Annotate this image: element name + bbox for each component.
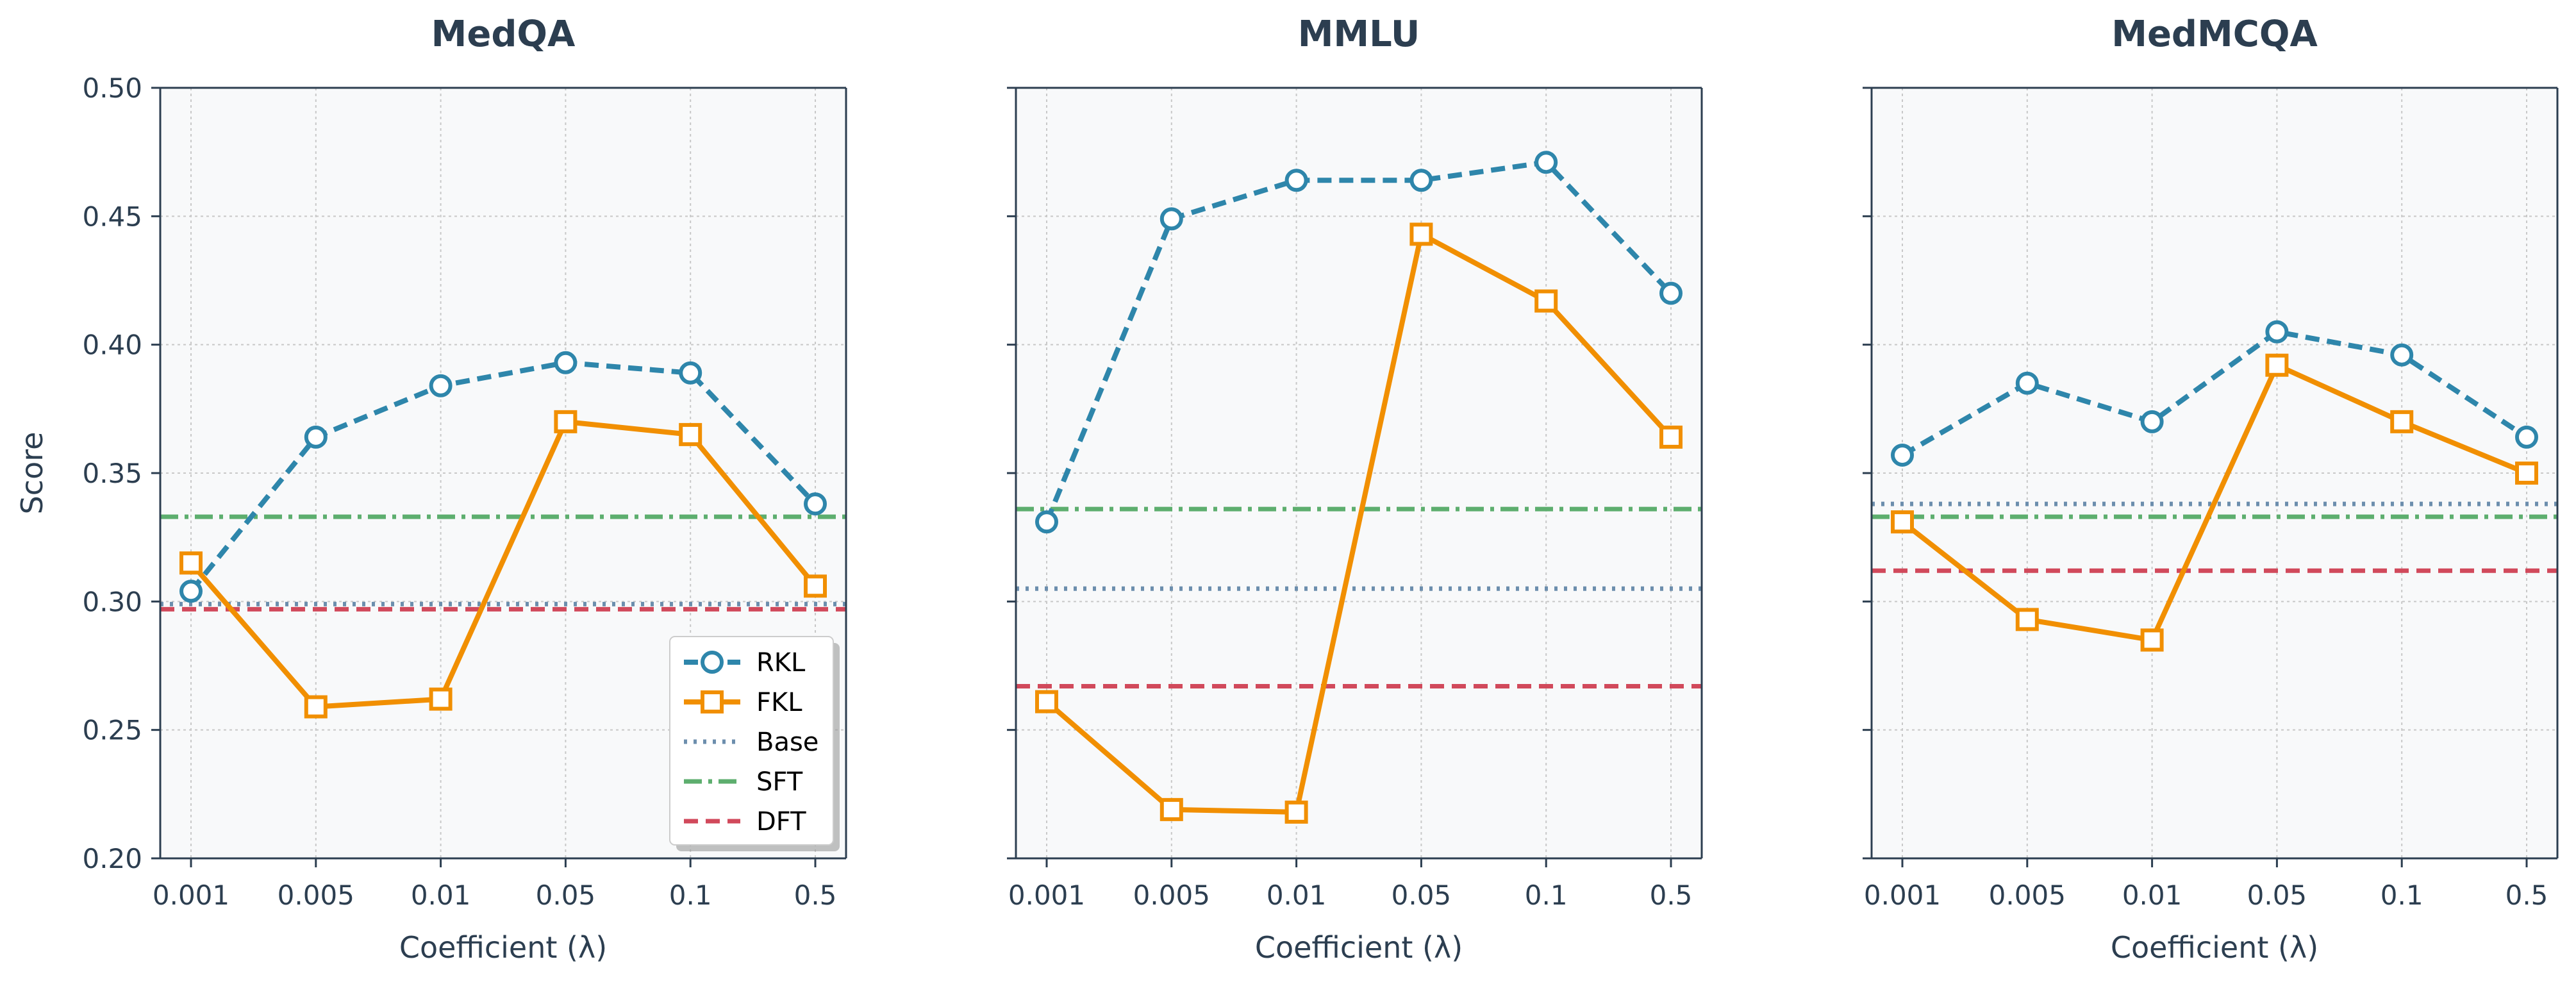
data-point-rkl (304, 425, 328, 449)
y-tick-label: 0.25 (82, 715, 142, 746)
panel-medqa: 0.20 0.25 0.30 0.35 0.40 0.45 0.50 0.001 0.005 0.… (15, 13, 847, 965)
data-point-fkl (1409, 222, 1433, 246)
data-point-fkl (2140, 628, 2164, 652)
data-point-rkl (1035, 510, 1058, 534)
data-point-fkl (804, 574, 827, 598)
data-point-fkl (1659, 425, 1683, 449)
data-point-rkl (429, 374, 453, 397)
x-tick-label: 0.005 (1133, 880, 1210, 911)
data-point-rkl (1891, 443, 1914, 467)
data-point-rkl (1409, 169, 1433, 192)
legend-label-rkl: RKL (756, 648, 806, 678)
data-point-fkl (1159, 797, 1183, 821)
series-line-rkl (1044, 160, 1673, 523)
x-tick-label: 0.5 (794, 880, 837, 911)
x-tick-label: 0.01 (411, 880, 471, 911)
data-point-rkl (2265, 320, 2289, 344)
data-point-rkl (179, 580, 203, 603)
legend-label-sft: SFT (756, 767, 803, 797)
x-tick-label: 0.001 (153, 880, 229, 911)
y-tick-label: 0.20 (82, 843, 142, 874)
legend: RKL FKL Base SFT DFT (669, 636, 840, 851)
x-axis-label: Coefficient (λ) (1255, 930, 1463, 965)
data-point-fkl (2515, 462, 2538, 485)
data-point-rkl (2515, 425, 2538, 449)
data-point-fkl (2390, 410, 2414, 433)
data-point-rkl (1159, 207, 1183, 231)
data-point-fkl (304, 695, 328, 719)
y-tick-label: 0.40 (82, 329, 142, 361)
data-point-fkl (1035, 690, 1058, 713)
panel-title: MedQA (431, 13, 576, 55)
data-point-fkl (2015, 608, 2039, 631)
x-axis-label: Coefficient (λ) (399, 930, 607, 965)
y-axis-label: Score (15, 432, 49, 515)
data-point-fkl (1284, 800, 1308, 824)
series-line-rkl (188, 360, 817, 593)
panel-title: MedMCQA (2111, 13, 2318, 55)
y-tick-label: 0.35 (82, 458, 142, 489)
data-point-rkl (804, 492, 827, 516)
data-point-rkl (1284, 169, 1308, 192)
x-tick-label: 0.001 (1864, 880, 1941, 911)
legend-marker-fkl (701, 690, 724, 713)
y-tick-label: 0.45 (82, 201, 142, 232)
x-tick-label: 0.5 (1650, 880, 1693, 911)
panel-title: MMLU (1298, 13, 1420, 55)
data-point-fkl (1534, 289, 1558, 313)
x-tick-label: 0.05 (536, 880, 596, 911)
panel-medmcqa: 0.001 0.005 0.01 0.05 0.1 0.5 MedMCQA Coefficie… (1863, 13, 2559, 965)
data-point-rkl (554, 351, 578, 374)
x-tick-label: 0.01 (2122, 880, 2182, 911)
x-tick-label: 0.005 (278, 880, 354, 911)
data-point-rkl (1659, 281, 1683, 305)
x-axis-label: Coefficient (λ) (2111, 930, 2318, 965)
data-point-rkl (679, 361, 702, 385)
x-tick-label: 0.1 (1525, 880, 1568, 911)
data-point-fkl (1891, 510, 1914, 534)
series-line-fkl (1900, 362, 2528, 643)
x-tick-label: 0.01 (1267, 880, 1327, 911)
x-tick-label: 0.05 (2247, 880, 2307, 911)
data-point-fkl (554, 410, 578, 433)
data-point-fkl (179, 551, 203, 575)
legend-label-fkl: FKL (756, 688, 802, 717)
data-point-rkl (1534, 151, 1558, 174)
data-point-fkl (2265, 353, 2289, 377)
x-tick-label: 0.05 (1392, 880, 1452, 911)
x-tick-label: 0.1 (669, 880, 712, 911)
panel-mmlu: 0.001 0.005 0.01 0.05 0.1 0.5 MMLU Coefficient … (1007, 13, 1703, 965)
legend-marker-rkl (701, 651, 724, 674)
data-point-fkl (429, 687, 453, 711)
series-line-fkl (188, 419, 818, 710)
legend-label-base: Base (756, 728, 819, 757)
data-point-rkl (2015, 371, 2039, 395)
data-point-rkl (2390, 343, 2414, 367)
x-tick-label: 0.005 (1989, 880, 2066, 911)
legend-box (669, 636, 834, 846)
data-point-rkl (2140, 410, 2164, 433)
series-line-fkl (1045, 231, 1673, 815)
y-tick-label: 0.50 (82, 72, 142, 104)
y-tick-label: 0.30 (82, 586, 142, 617)
legend-label-dft: DFT (756, 807, 806, 837)
series-line-rkl (1901, 329, 2529, 458)
x-tick-label: 0.5 (2505, 880, 2548, 911)
x-tick-label: 0.001 (1008, 880, 1085, 911)
x-tick-label: 0.1 (2381, 880, 2423, 911)
data-point-fkl (679, 422, 702, 446)
